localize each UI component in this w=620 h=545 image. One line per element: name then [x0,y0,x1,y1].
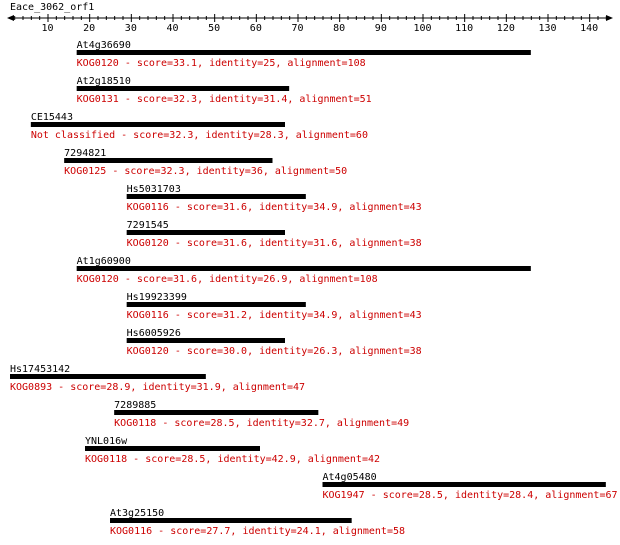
hit-alignment-bar [76,50,531,55]
hit-alignment-bar [10,374,206,379]
hit-alignment-bar [110,518,352,523]
hit-name: 7294821 [64,148,106,159]
hit-alignment-bar [114,410,319,415]
hit-row: CE15443 Not classified - score=32.3, iden… [30,112,368,141]
hit-row: At3g25150 KOG0116 - score=27.7, identity=… [110,508,405,537]
axis-tick-label: 20 [83,23,95,34]
axis-tick-label: 30 [125,23,137,34]
axis-tick-label: 40 [166,23,178,34]
hit-alignment-bar [30,122,286,127]
hit-description: KOG0116 - score=27.7, identity=24.1, ali… [110,526,405,537]
axis-tick-label: 100 [413,23,431,34]
hit-row: At4g36690 KOG0120 - score=33.1, identity=… [76,40,531,69]
hit-row: At4g05480 KOG1947 - score=28.5, identity=… [322,472,618,501]
hit-name: YNL016w [85,436,128,447]
hit-description: KOG1947 - score=28.5, identity=28.4, ali… [323,490,618,501]
hit-alignment-bar [126,302,306,307]
hit-alignment-bar [322,482,606,487]
hit-name: Hs19923399 [127,292,187,303]
hit-alignment-bar [126,194,306,199]
hit-alignment-bar [126,230,286,235]
axis-left-arrow-icon [7,15,14,21]
axis-tick-label: 140 [580,23,598,34]
axis-tick-label: 110 [455,23,473,34]
hit-name: At4g05480 [323,472,377,483]
sequence-axis: 10 20 30 40 50 60 70 80 90 100 110 120 130 140 [7,14,613,34]
hit-row: Hs5031703 KOG0116 - score=31.6, identity=… [126,184,422,213]
hit-description: KOG0120 - score=33.1, identity=25, align… [77,58,366,69]
hit-row: At1g60900 KOG0120 - score=31.6, identity=… [76,256,531,285]
hit-description: KOG0116 - score=31.2, identity=34.9, ali… [127,310,422,321]
axis-tick-label: 90 [375,23,387,34]
axis-tick-label: 50 [208,23,220,34]
hit-description: KOG0120 - score=31.6, identity=26.9, ali… [77,274,378,285]
hit-description: KOG0120 - score=31.6, identity=31.6, ali… [127,238,422,249]
axis-tick-label: 60 [250,23,262,34]
hit-name: Hs5031703 [127,184,181,195]
hit-row: Hs6005926 KOG0120 - score=30.0, identity=… [126,328,422,357]
hit-row: At2g18510 KOG0131 - score=32.3, identity=… [76,76,372,105]
hit-description: KOG0893 - score=28.9, identity=31.9, ali… [10,382,305,393]
hit-name: Hs6005926 [127,328,181,339]
axis-tick-label: 70 [291,23,303,34]
hit-description: KOG0120 - score=30.0, identity=26.3, ali… [127,346,422,357]
axis-tick-label: 80 [333,23,345,34]
hit-name: Hs17453142 [10,364,70,375]
hit-description: KOG0125 - score=32.3, identity=36, align… [64,166,347,177]
axis-tick-label: 120 [497,23,515,34]
hit-name: 7289885 [114,400,156,411]
hit-alignment-bar [76,86,290,91]
hit-name: At2g18510 [77,76,131,87]
hit-name: At4g36690 [77,40,131,51]
axis-tick-label: 10 [41,23,53,34]
hit-name: 7291545 [127,220,169,231]
hit-name: At3g25150 [110,508,164,519]
hit-row: 7294821 KOG0125 - score=32.3, identity=36… [64,148,347,177]
hit-row: Hs17453142 KOG0893 - score=28.9, identity… [10,364,305,393]
hit-description: KOG0131 - score=32.3, identity=31.4, ali… [77,94,372,105]
axis-tick-label: 130 [538,23,556,34]
hit-list: At4g36690 KOG0120 - score=33.1, identity=… [10,40,618,537]
hit-name: At1g60900 [77,256,131,267]
hit-description: KOG0116 - score=31.6, identity=34.9, ali… [127,202,422,213]
hit-description: KOG0118 - score=28.5, identity=32.7, ali… [114,418,409,429]
hit-alignment-bar [126,338,286,343]
hit-alignment-bar [85,446,260,451]
hit-alignment-bar [64,158,273,163]
hit-description: Not classified - score=32.3, identity=28… [31,130,368,141]
axis-right-arrow-icon [606,15,613,21]
hit-row: 7291545 KOG0120 - score=31.6, identity=31… [126,220,422,249]
hit-alignment-bar [76,266,531,271]
query-name: Eace_3062_orf1 [10,2,94,13]
hit-description: KOG0118 - score=28.5, identity=42.9, ali… [85,454,380,465]
hit-row: YNL016w KOG0118 - score=28.5, identity=42… [85,436,380,465]
hit-name: CE15443 [31,112,73,123]
hit-row: Hs19923399 KOG0116 - score=31.2, identity… [126,292,422,321]
hit-row: 7289885 KOG0118 - score=28.5, identity=32… [114,400,409,429]
